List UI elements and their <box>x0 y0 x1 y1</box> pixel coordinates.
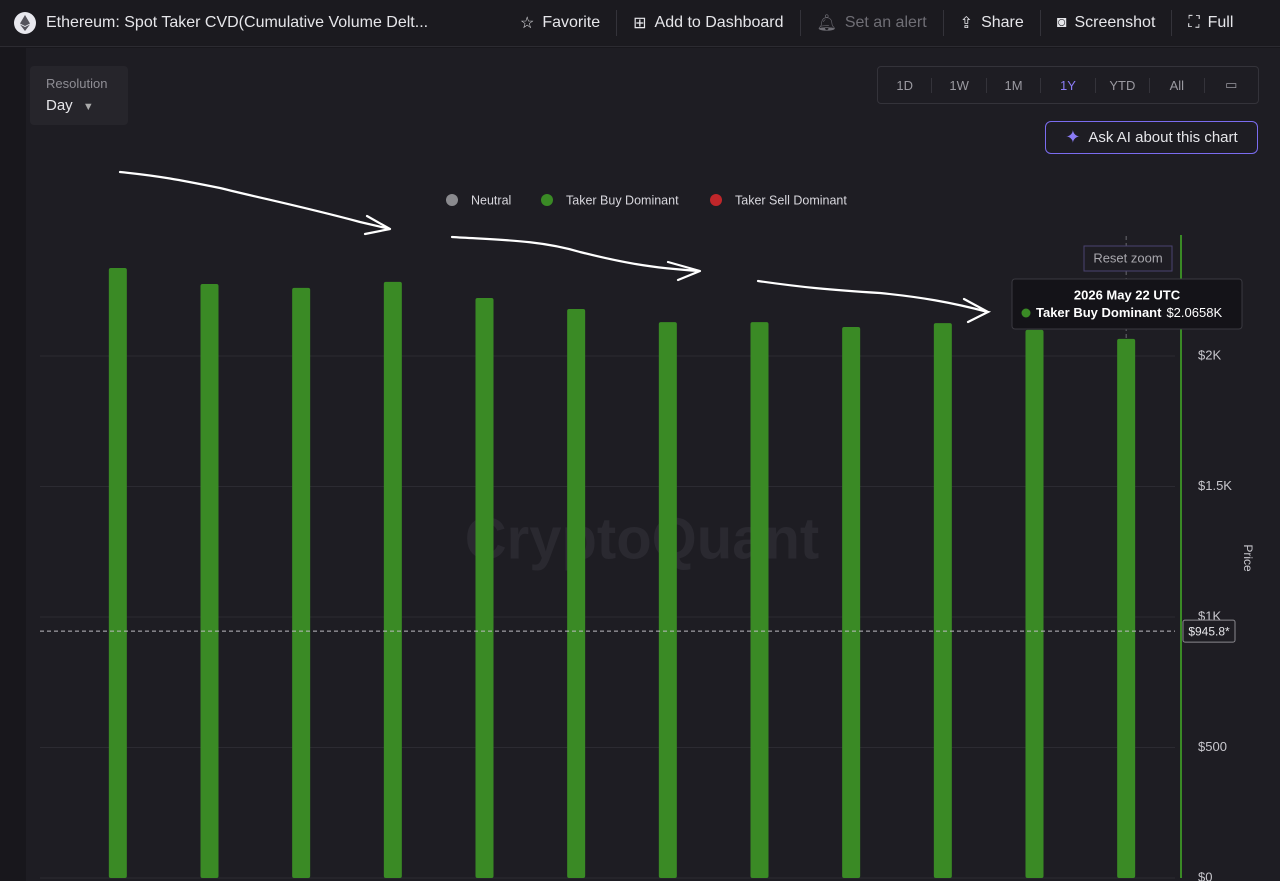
bar <box>933 323 952 878</box>
toolbar: Ethereum: Spot Taker CVD(Cumulative Volu… <box>0 0 1280 47</box>
range-button[interactable]: All <box>1150 77 1205 93</box>
bar <box>750 322 769 878</box>
legend-marker <box>541 194 553 206</box>
screenshot-button[interactable]: ◙ Screenshot <box>1039 10 1172 36</box>
legend-marker <box>710 194 722 206</box>
price-label: $945.8* <box>1188 624 1230 638</box>
bar <box>842 327 861 878</box>
chart-panel <box>26 48 1280 881</box>
resolution-text: Day <box>46 97 73 114</box>
eth-icon <box>14 12 36 34</box>
button-label: Add to Dashboard <box>654 14 784 31</box>
bar <box>292 287 311 878</box>
button-label: Full <box>1207 14 1234 31</box>
bar <box>383 281 402 879</box>
bar <box>567 309 586 878</box>
y-tick-label: $500 <box>1198 739 1227 754</box>
button-label: Share <box>981 14 1024 31</box>
price-label-box <box>1182 619 1236 643</box>
button-label: Favorite <box>542 14 601 31</box>
dashboard-button[interactable]: ⊞ Add to Dashboard <box>616 10 799 36</box>
resolution-value: Day ▼ <box>46 97 94 114</box>
favorite-button[interactable]: ☆ Favorite <box>520 14 601 32</box>
title-block: Ethereum: Spot Taker CVD(Cumulative Volu… <box>14 12 504 34</box>
range-button[interactable]: 1M <box>987 77 1042 93</box>
legend-marker <box>446 194 458 206</box>
reset-zoom-box <box>1083 245 1173 272</box>
calendar-button[interactable]: ▭ <box>1225 77 1238 92</box>
range-button[interactable]: 1Y <box>1041 77 1096 93</box>
tooltip-value: $2.0658K <box>1166 305 1222 320</box>
tooltip-title: 2026 May 22 UTC <box>1074 287 1181 302</box>
bar <box>658 322 677 878</box>
bar <box>1025 329 1044 878</box>
range-button[interactable]: YTD <box>1096 77 1151 93</box>
y-tick-label: $0 <box>1198 869 1212 881</box>
tooltip-line: Taker Buy Dominant $2.0658K <box>1036 305 1222 320</box>
bar <box>1117 338 1136 879</box>
button-label: Set an alert <box>844 14 927 31</box>
full-button[interactable]: ⛶ Full <box>1171 10 1249 36</box>
tooltip-series: Taker Buy Dominant <box>1036 305 1162 320</box>
legend-label: Taker Buy Dominant <box>566 193 679 207</box>
bar <box>475 298 494 879</box>
range-button[interactable]: 1W <box>932 77 987 93</box>
legend-label: Taker Sell Dominant <box>735 193 847 207</box>
alert-button[interactable]: 🔔︎ Set an alert <box>799 10 943 36</box>
button-label: Screenshot <box>1074 14 1156 31</box>
y-tick-label: $1.5K <box>1198 478 1232 493</box>
resolution-select[interactable]: Resolution Day ▼ <box>30 66 128 125</box>
reset-zoom-label: Reset zoom <box>1093 250 1162 265</box>
legend-label: Neutral <box>471 193 511 207</box>
ask-ai-button[interactable]: ✦ Ask AI about this chart <box>1045 121 1258 154</box>
ask-ai-label: Ask AI about this chart <box>1088 129 1238 146</box>
tooltip-box <box>1011 278 1243 330</box>
range-selector: 1D 1W 1M 1Y YTD All ▭ <box>877 66 1259 104</box>
y-tick-label: $2K <box>1198 347 1221 362</box>
resolution-label: Resolution <box>46 76 108 91</box>
range-button[interactable]: 1D <box>878 77 933 93</box>
y-axis-label: Price <box>1241 544 1255 572</box>
annotation-arrows <box>118 170 992 324</box>
bar <box>108 268 127 879</box>
tooltip-marker <box>1021 308 1031 318</box>
share-button[interactable]: ⇪ Share <box>942 10 1040 36</box>
chart-title: Ethereum: Spot Taker CVD(Cumulative Volu… <box>46 14 429 31</box>
bar <box>200 283 219 878</box>
